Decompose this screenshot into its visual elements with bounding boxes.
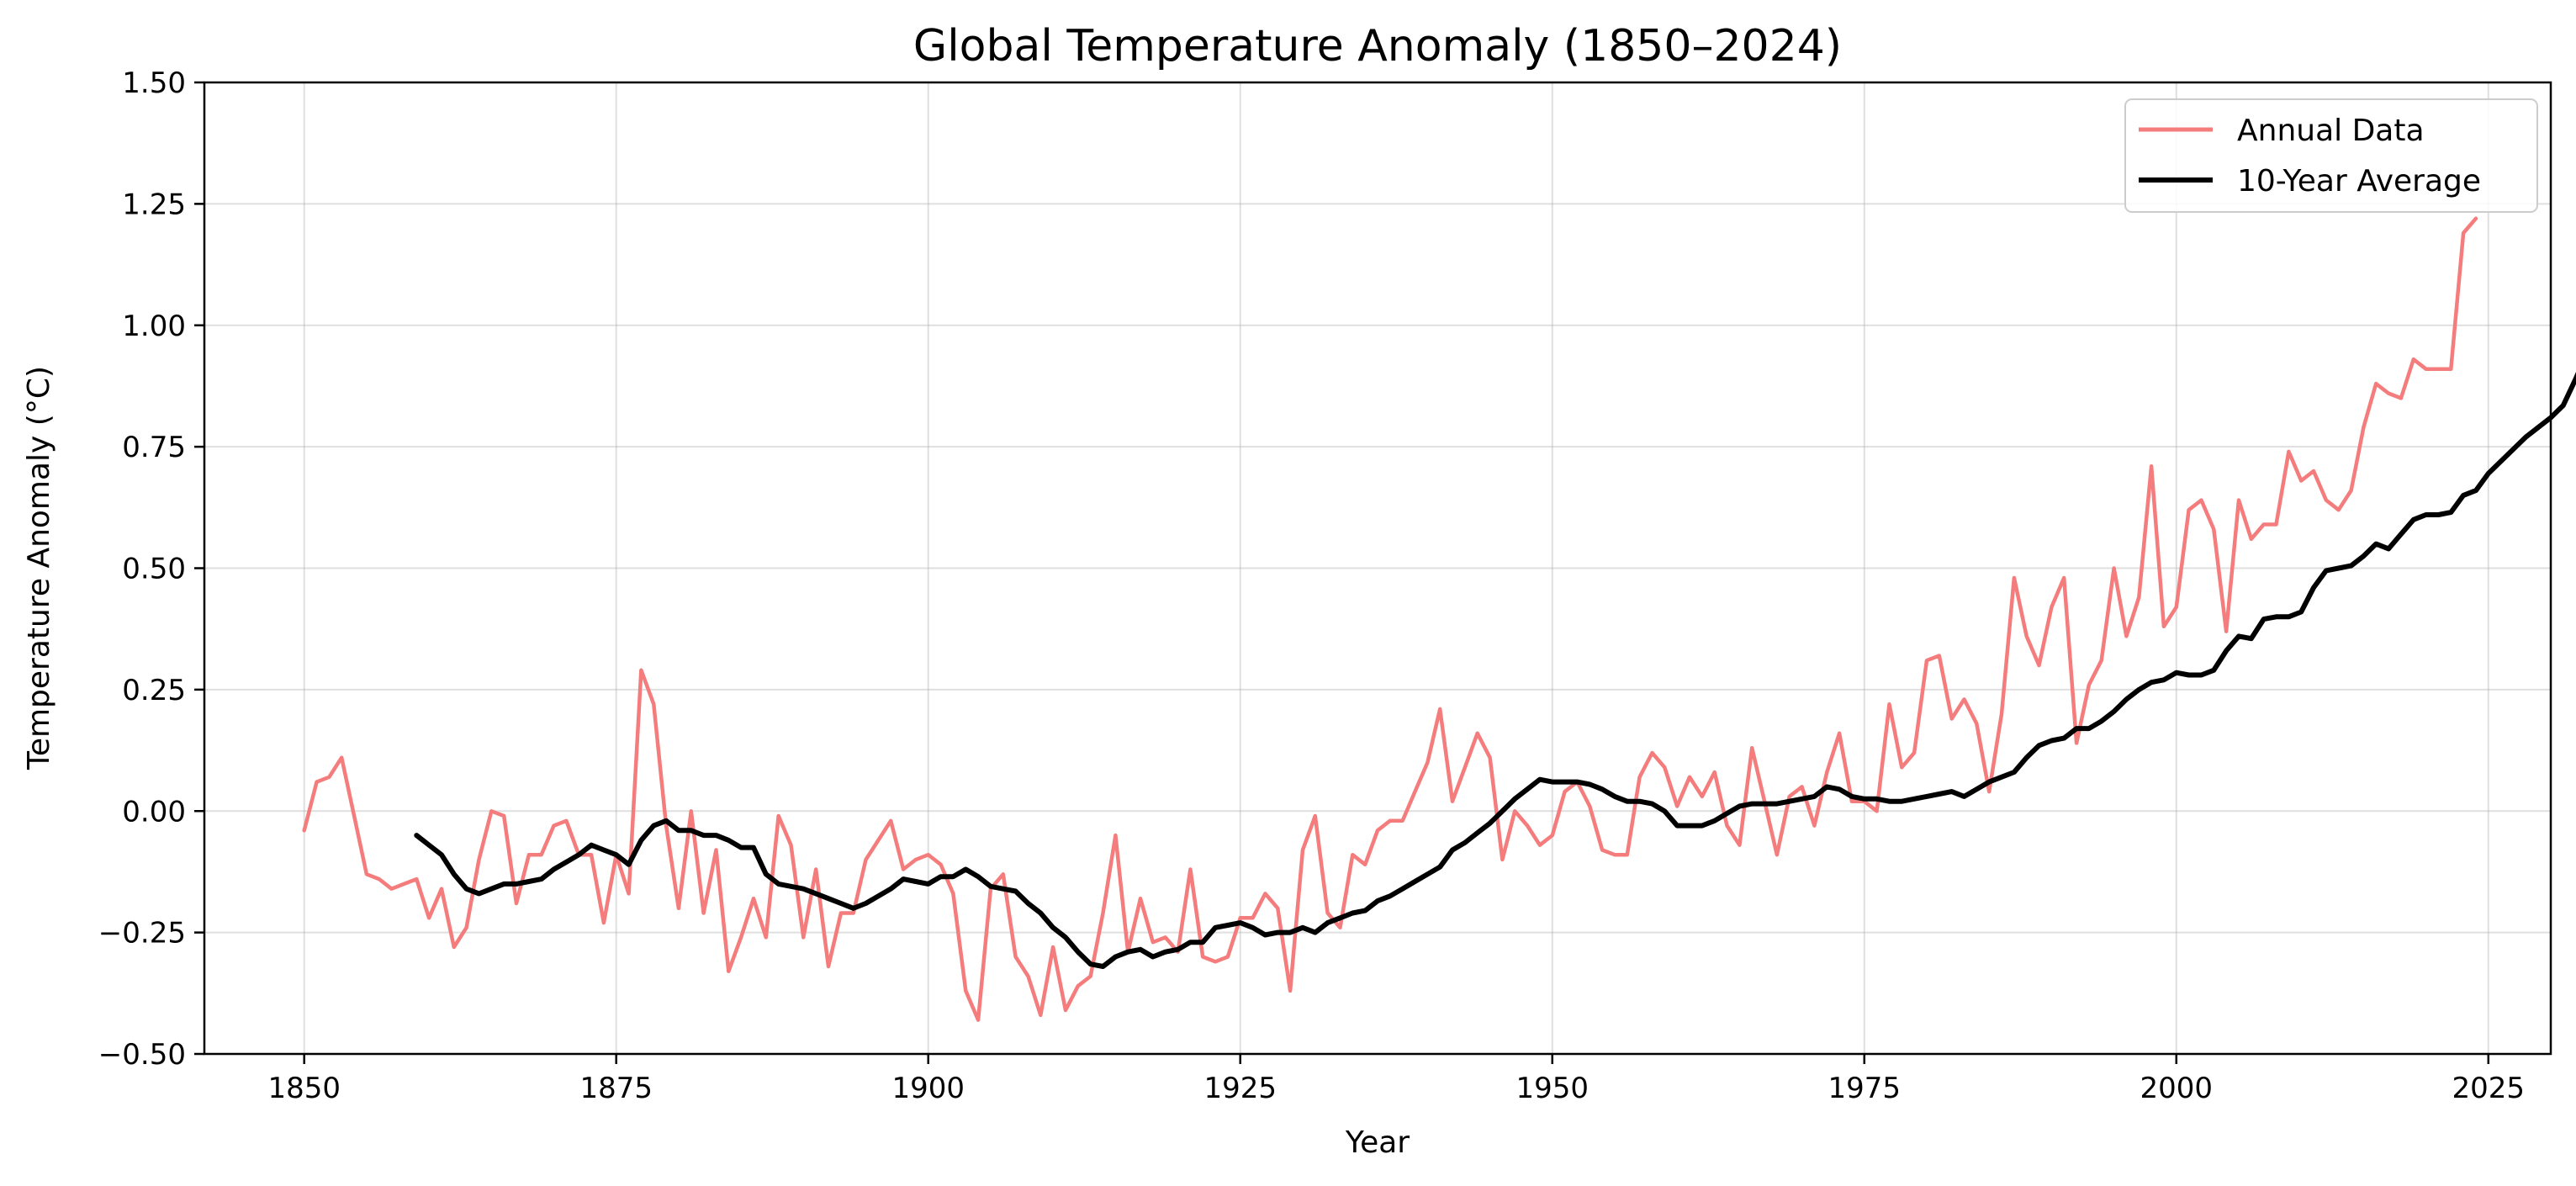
y-tick-label: 0.00: [122, 795, 186, 829]
x-axis-label: Year: [1345, 1125, 1410, 1160]
x-tick-label: 2000: [2140, 1072, 2214, 1105]
legend-label-10-year-average: 10-Year Average: [2237, 164, 2481, 199]
x-tick-label: 1875: [579, 1072, 653, 1105]
x-tick-label: 1850: [267, 1072, 341, 1105]
chart-title: Global Temperature Anomaly (1850–2024): [913, 21, 1842, 71]
y-tick-label: −0.25: [98, 917, 186, 950]
x-tick-label: 1975: [1828, 1072, 1902, 1105]
y-tick-label: 0.50: [122, 553, 186, 586]
y-tick-label: 1.00: [122, 310, 186, 343]
y-axis-ticks: −0.50 −0.25 0.00 0.25 0.50 0.75 1.00 1.25 1.50: [98, 66, 204, 1072]
annual-data-line: [302, 216, 2478, 1022]
series-layer: [302, 216, 2576, 1022]
x-axis-ticks: 1850 1875 1900 1925 1950 1975 2000 2025: [267, 1054, 2525, 1105]
x-tick-label: 1925: [1203, 1072, 1277, 1105]
legend-box: [2124, 98, 2538, 213]
y-axis-label: Temperature Anomaly (°C): [22, 366, 56, 770]
ten-year-average-line: [414, 371, 2576, 969]
y-tick-label: 0.25: [122, 674, 186, 707]
y-tick-label: −0.50: [98, 1038, 186, 1072]
x-tick-label: 1950: [1516, 1072, 1590, 1105]
y-tick-label: 0.75: [122, 431, 186, 464]
y-tick-label: 1.25: [122, 188, 186, 221]
legend-label-annual-data: Annual Data: [2237, 114, 2425, 148]
y-tick-label: 1.50: [122, 66, 186, 100]
x-tick-label: 2025: [2452, 1072, 2526, 1105]
legend: Annual Data 10-Year Average: [2124, 98, 2538, 213]
x-tick-label: 1900: [891, 1072, 965, 1105]
